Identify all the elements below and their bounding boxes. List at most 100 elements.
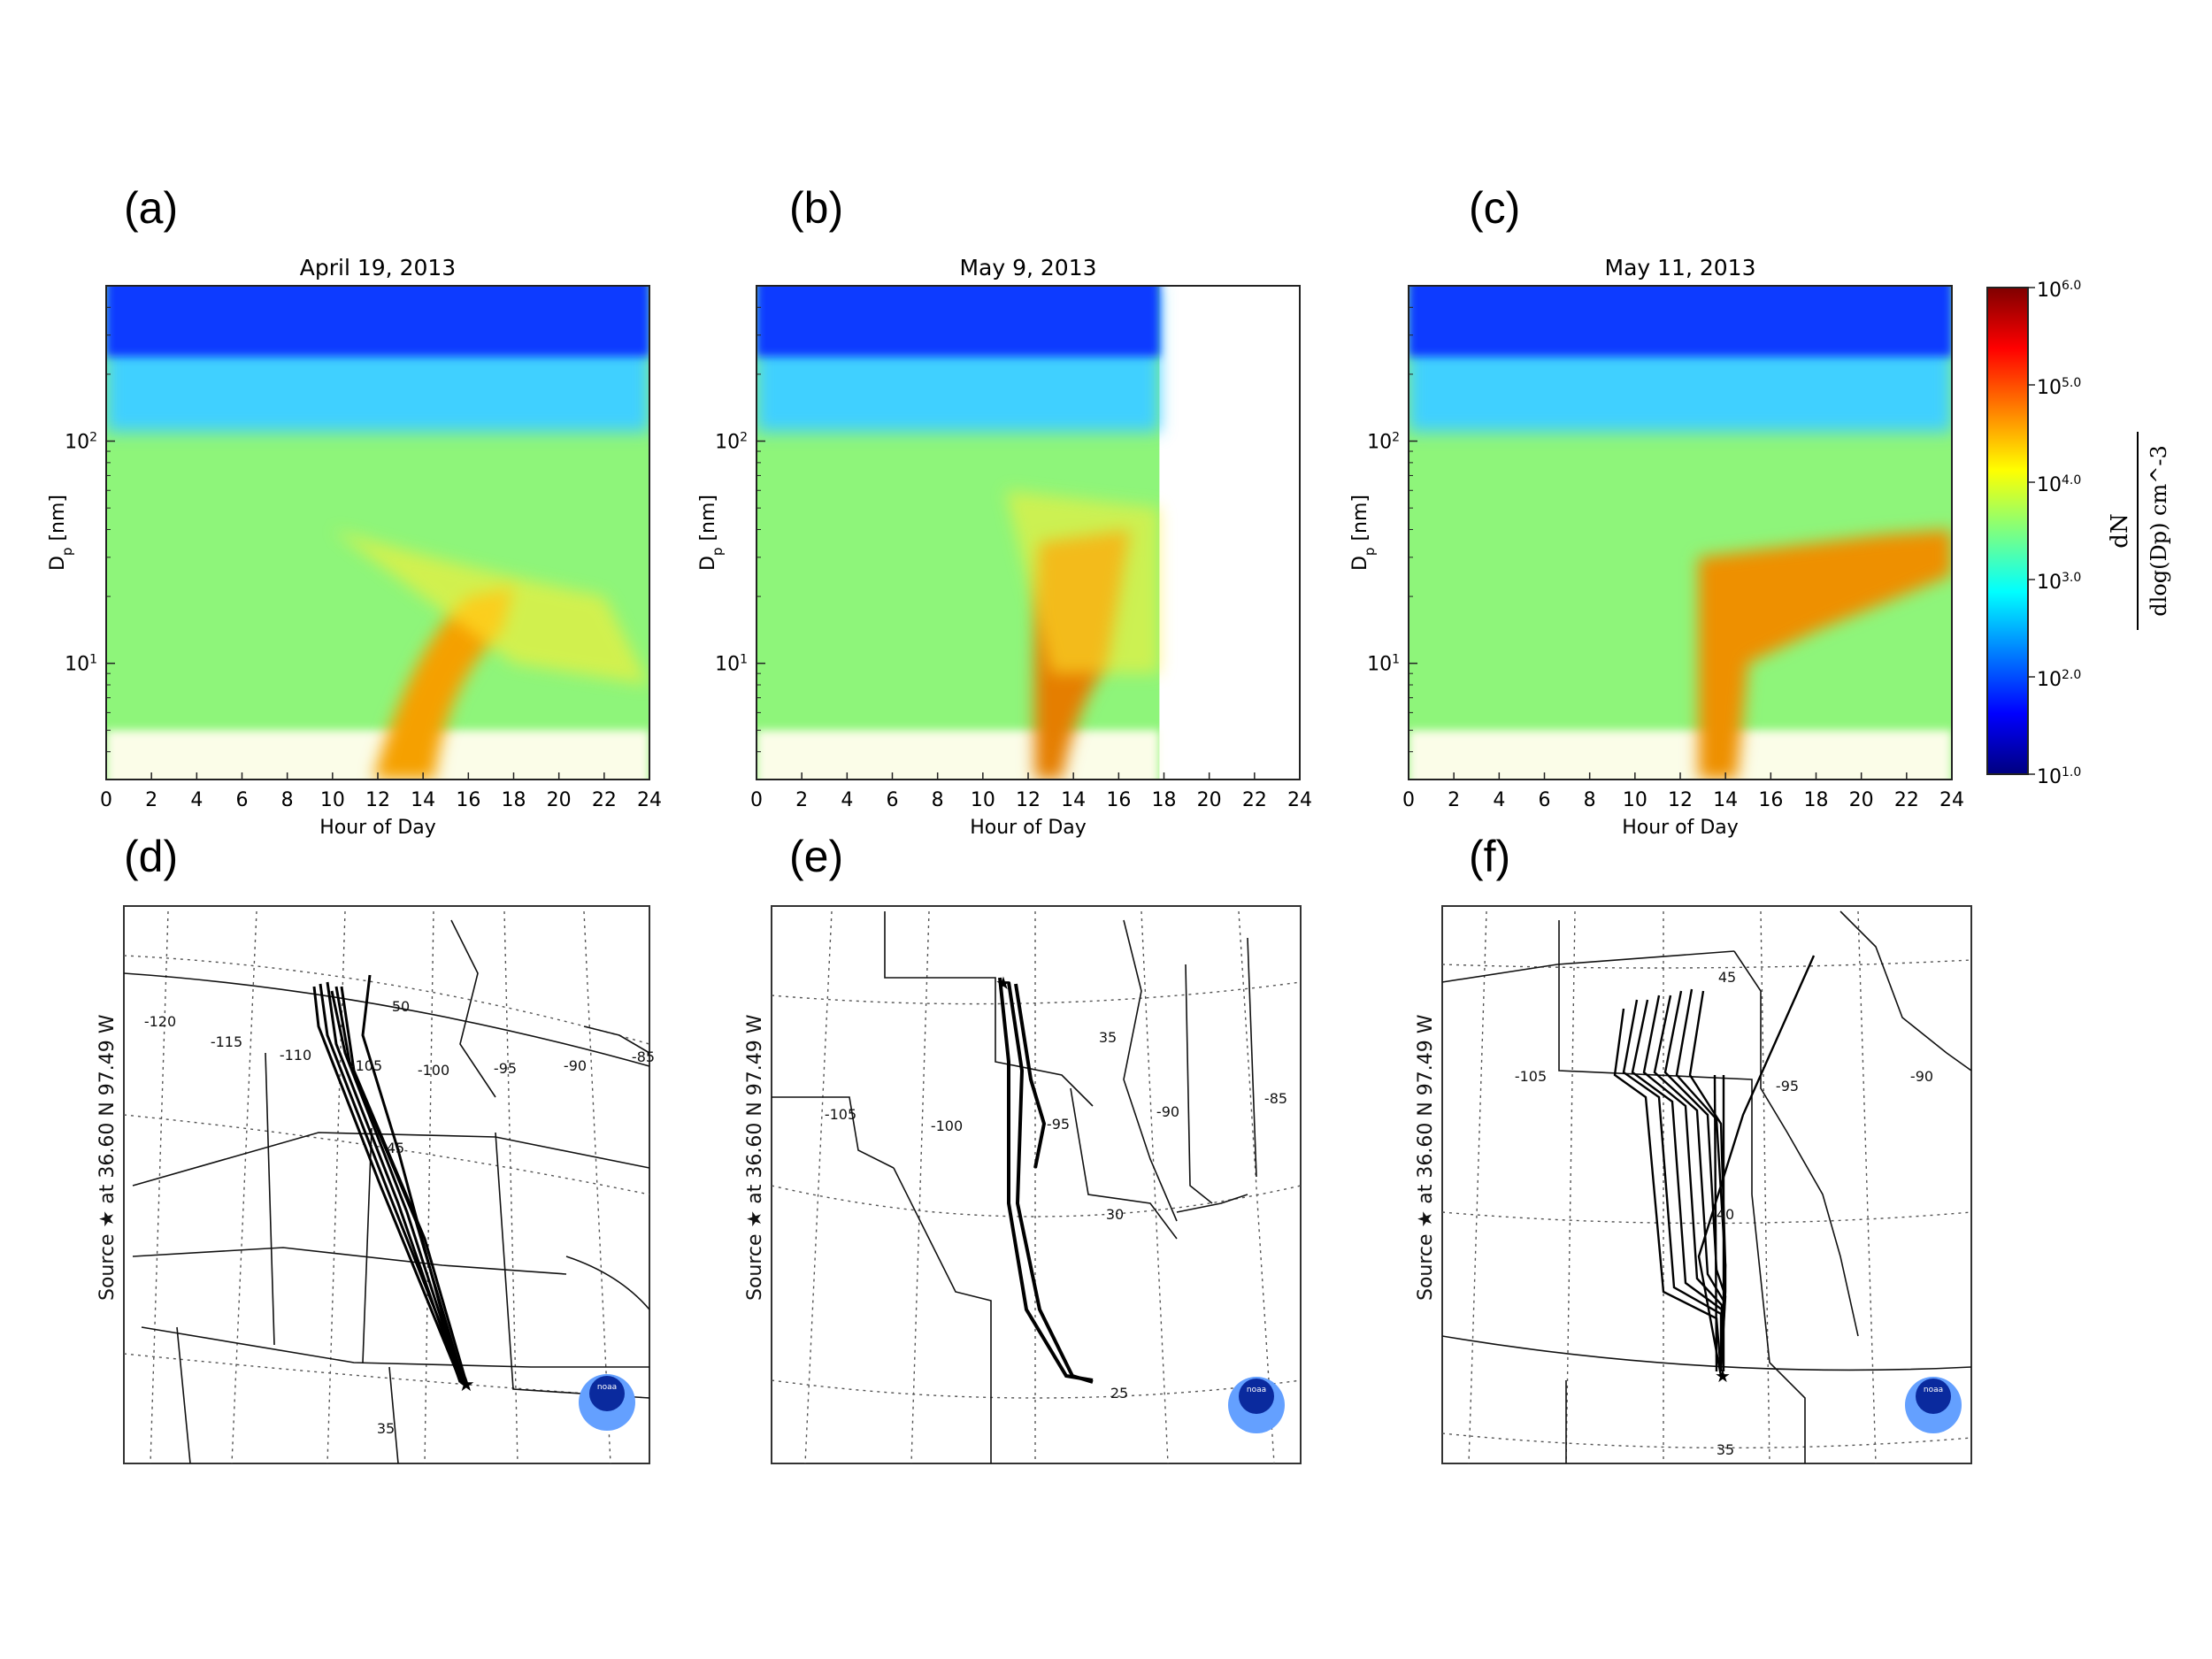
source-star-icon-f: ★ [1715, 1365, 1731, 1386]
map-lat-label: 35 [1099, 1029, 1117, 1046]
map-lat-label: 45 [1718, 969, 1736, 986]
map-d-longitude-labels: -120 -115 -110 -105 -100 -95 -90 -85 [144, 1013, 655, 1079]
colorbar-tick-label: 101.0 [2037, 765, 2081, 788]
map-lon-label: -100 [931, 1118, 963, 1134]
noaa-logo-e: noaa [1228, 1377, 1285, 1433]
panel-label-d: (d) [124, 832, 178, 881]
x-tick-label: 8 [1584, 789, 1596, 811]
y-axis-label: Dp [nm] [47, 495, 75, 571]
map-lon-label: -90 [564, 1057, 587, 1074]
heatmap-top-band [106, 286, 649, 357]
colorbar-gradient [1986, 287, 2029, 775]
x-tick-label: 24 [1287, 789, 1312, 811]
map-side-label-e: Source ★ at 36.60 N 97.49 W [744, 1014, 766, 1301]
x-axis-label: Hour of Day [1622, 817, 1739, 839]
map-lon-label: -90 [1156, 1103, 1179, 1120]
y-tick-label: 102 [65, 431, 97, 454]
map-side-label: Source ★ at 36.60 N 97.49 W [96, 1014, 119, 1301]
x-tick-label: 12 [1668, 789, 1693, 811]
source-star-icon-e: ★ [995, 972, 1011, 994]
x-tick-label: 18 [1152, 789, 1177, 811]
x-tick-label: 12 [1016, 789, 1041, 811]
x-tick-label: 6 [887, 789, 899, 811]
map-lon-label: -95 [494, 1060, 517, 1077]
x-tick-label: 2 [795, 789, 808, 811]
x-tick-label: 14 [1061, 789, 1086, 811]
x-tick-label: 10 [1623, 789, 1647, 811]
x-tick-label: 14 [411, 789, 435, 811]
colorbar-label-denominator: dlog(Dp) cm^-3 [2147, 445, 2171, 617]
x-tick-label: 22 [592, 789, 617, 811]
map-lon-label: -100 [418, 1062, 449, 1079]
y-tick-label: 101 [1367, 653, 1400, 676]
x-tick-label: 0 [100, 789, 112, 811]
x-tick-label: 20 [1849, 789, 1874, 811]
colorbar-tick-label: 104.0 [2037, 473, 2081, 496]
map-lon-label: -110 [280, 1047, 311, 1064]
noaa-logo-f: noaa [1905, 1377, 1962, 1433]
x-tick-label: 10 [320, 789, 345, 811]
x-tick-label: 10 [971, 789, 995, 811]
map-f-latitude-labels: 45 40 35 [1717, 969, 1736, 1458]
map-lon-label: -95 [1047, 1116, 1070, 1133]
map-lat-label: 50 [392, 998, 410, 1015]
chart-title: May 11, 2013 [1605, 255, 1756, 280]
map-panel-e: ★ noaa Source ★ at 36.60 N 97.49 W 35 30 2… [744, 905, 1302, 1464]
trajectories-f [1613, 955, 1816, 1377]
map-lon-label: -85 [632, 1048, 655, 1065]
x-tick-label: 24 [637, 789, 662, 811]
map-e-latitude-labels: 35 30 25 [1099, 1029, 1128, 1402]
panel-label-f: (f) [1469, 832, 1510, 881]
y-axis-label: Dp [nm] [697, 495, 726, 571]
panel-label-c: (c) [1469, 183, 1520, 233]
x-tick-label: 16 [456, 789, 480, 811]
trajectories-e [998, 977, 1094, 1384]
map-lon-label: -120 [144, 1013, 176, 1030]
y-axis-label-text: Dp [nm] [1349, 495, 1378, 571]
x-tick-label: 8 [932, 789, 944, 811]
heatmap-field [106, 286, 649, 780]
map-lon-label: -95 [1776, 1078, 1799, 1094]
map-side-label-f: Source ★ at 36.60 N 97.49 W [1415, 1014, 1437, 1301]
x-tick-label: 6 [236, 789, 249, 811]
map-lat-label: 35 [377, 1420, 395, 1437]
x-tick-label: 4 [1493, 789, 1505, 811]
x-tick-label: 0 [1402, 789, 1415, 811]
x-tick-label: 16 [1758, 789, 1783, 811]
y-axis-label-text: Dp [nm] [697, 495, 726, 571]
x-tick-label: 18 [502, 789, 526, 811]
y-tick-label: 102 [715, 431, 748, 454]
x-tick-label: 22 [1894, 789, 1919, 811]
map-lon-label: -105 [350, 1057, 382, 1074]
map-lon-label: -115 [211, 1033, 242, 1050]
map-lat-label: 35 [1717, 1441, 1734, 1458]
x-tick-label: 20 [1197, 789, 1222, 811]
panel-label-b: (b) [789, 183, 843, 233]
colorbar-label: dN dlog(Dp) cm^-3 [2107, 432, 2171, 630]
x-tick-label: 22 [1242, 789, 1267, 811]
panel-label-a: (a) [124, 183, 178, 233]
colorbar-tick-label: 105.0 [2037, 376, 2081, 399]
noaa-logo-text: noaa [597, 1383, 617, 1392]
map-lon-label: -105 [825, 1106, 856, 1123]
y-tick-label: 101 [715, 653, 748, 676]
x-axis-label: Hour of Day [970, 817, 1087, 839]
x-tick-label: 8 [281, 789, 294, 811]
x-tick-label: 14 [1713, 789, 1738, 811]
colorbar-label-numerator: dN [2107, 513, 2133, 548]
noaa-logo-text-f: noaa [1924, 1386, 1943, 1394]
map-lon-label: -105 [1515, 1068, 1547, 1085]
map-lat-label: 30 [1106, 1206, 1124, 1223]
colorbar-tick-label: 102.0 [2037, 668, 2081, 691]
heatmap-top-band [1409, 286, 1952, 357]
growth-event-c [1698, 529, 1952, 780]
map-f-longitude-labels: -105 -95 -90 [1515, 1068, 1933, 1094]
noaa-logo-text-e: noaa [1247, 1386, 1266, 1394]
x-tick-label: 18 [1804, 789, 1829, 811]
map-d-latitude-labels: 50 45 35 [377, 998, 410, 1437]
chart-title: April 19, 2013 [300, 255, 456, 280]
x-tick-label: 24 [1939, 789, 1964, 811]
